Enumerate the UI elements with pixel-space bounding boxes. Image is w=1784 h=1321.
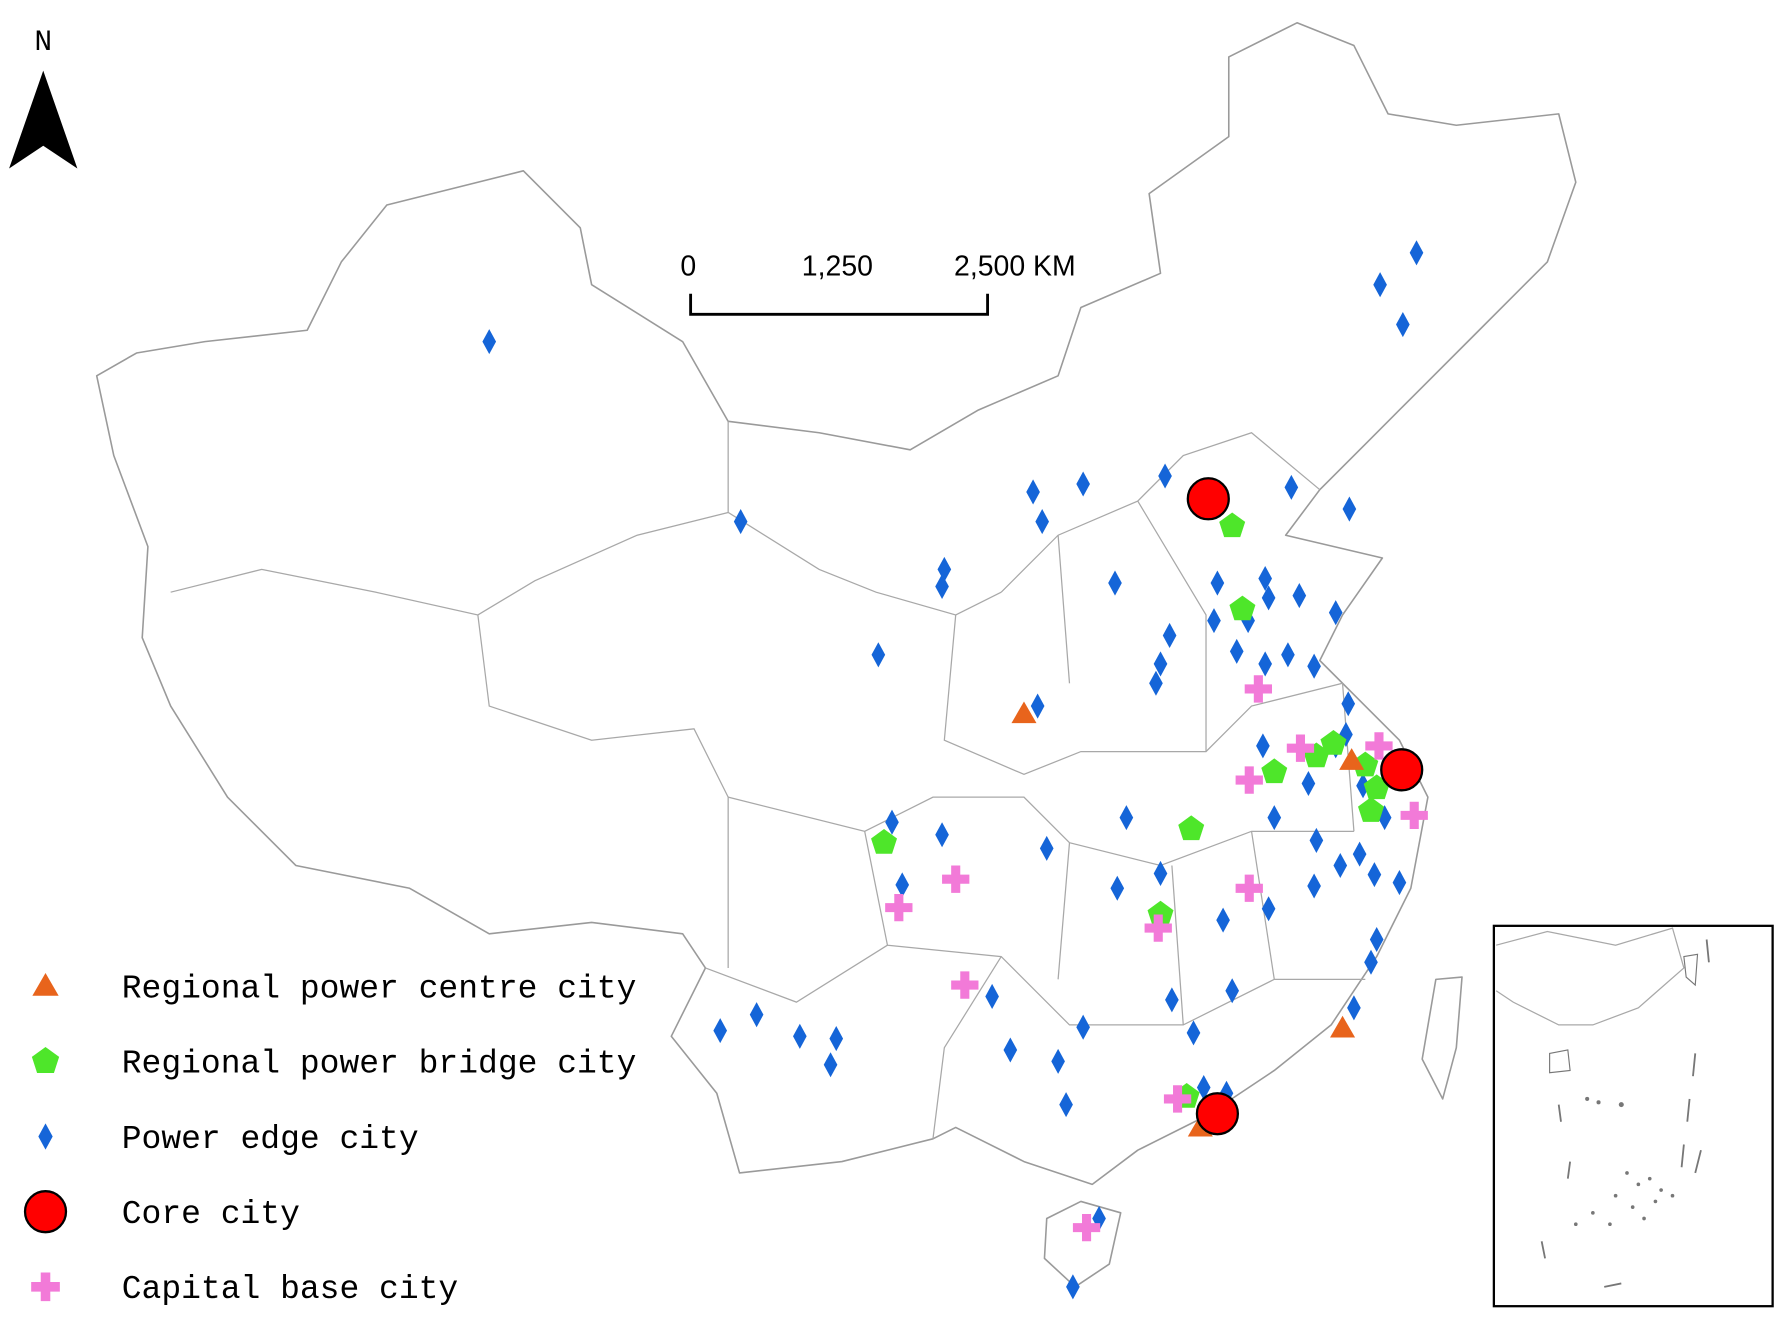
country-outline <box>95 21 1577 1288</box>
legend-symbol <box>38 1123 53 1150</box>
city-marker <box>1158 463 1172 489</box>
city-marker <box>951 971 979 999</box>
city-marker <box>1195 1092 1240 1136</box>
city-marker <box>1333 852 1348 879</box>
scale-line <box>689 293 989 316</box>
city-marker <box>935 822 949 848</box>
city-marker <box>937 556 952 582</box>
legend-label: Power edge city <box>122 1121 419 1158</box>
city-marker <box>1235 766 1263 794</box>
city-marker <box>871 642 886 668</box>
city-marker <box>1011 701 1037 724</box>
city-marker <box>1301 770 1316 797</box>
city-marker <box>1076 471 1090 497</box>
legend-label: Regional power bridge city <box>122 1046 637 1083</box>
city-marker <box>1352 751 1379 777</box>
islands <box>1573 1096 1675 1227</box>
city-marker <box>1039 835 1054 861</box>
city-marker <box>1352 841 1367 867</box>
city-marker <box>1216 907 1230 933</box>
city-marker <box>1059 1092 1073 1118</box>
city-marker <box>1339 748 1365 770</box>
city-marker <box>1186 477 1230 521</box>
legend-label: Capital base city <box>122 1271 459 1308</box>
city-marker <box>1219 512 1246 538</box>
legend-symbol <box>31 1047 60 1073</box>
city-marker <box>1144 914 1172 942</box>
city-marker <box>885 893 913 922</box>
city-marker <box>1235 874 1263 902</box>
inset-frame <box>1492 924 1774 1308</box>
legend-symbol <box>23 1190 68 1234</box>
city-marker <box>935 573 949 600</box>
city-marker <box>1110 875 1125 901</box>
scale-label: 0 <box>680 251 696 283</box>
city-marker <box>1149 670 1163 696</box>
city-marker <box>1369 926 1384 953</box>
city-marker <box>1347 995 1361 1021</box>
legend-symbol <box>32 973 59 996</box>
city-marker <box>733 509 748 535</box>
scale-bar: 0 1,250 2,500 KM <box>680 251 1076 316</box>
city-marker <box>1400 801 1428 830</box>
city-marker <box>1365 732 1393 760</box>
city-marker <box>793 1023 807 1049</box>
city-marker <box>985 983 999 1009</box>
city-marker <box>1392 870 1407 896</box>
city-marker <box>1258 651 1273 677</box>
city-marker <box>1072 1213 1101 1242</box>
city-marker <box>1328 600 1343 626</box>
city-marker <box>1153 651 1168 677</box>
city-marker <box>895 872 910 898</box>
inset-map <box>1492 924 1774 1308</box>
city-marker <box>1309 827 1324 853</box>
city-marker <box>871 829 898 854</box>
scale-label: 1,250 <box>802 251 873 283</box>
north-label: N <box>34 25 52 59</box>
city-marker <box>1330 1015 1356 1038</box>
city-marker <box>1030 693 1045 719</box>
city-marker <box>1286 734 1315 762</box>
city-marker <box>1380 748 1424 792</box>
city-marker <box>1292 583 1307 609</box>
legend-label: Regional power centre city <box>122 971 637 1008</box>
city-marker <box>1244 675 1273 703</box>
city-marker <box>1342 496 1357 522</box>
legend: Regional power centre city Regional powe… <box>23 971 637 1308</box>
city-marker <box>1261 758 1288 784</box>
scale-label: 2,500 KM <box>954 251 1076 283</box>
north-arrow-shape <box>9 70 78 169</box>
city-marker <box>1026 479 1040 505</box>
city-marker <box>749 1002 764 1028</box>
city-marker <box>1225 978 1240 1004</box>
legend-symbol <box>31 1272 60 1302</box>
city-marker <box>942 865 970 893</box>
north-arrow: N <box>9 25 78 169</box>
city-marker <box>1003 1037 1018 1063</box>
city-marker <box>1258 565 1273 592</box>
city-marker <box>713 1018 728 1044</box>
city-marker <box>1207 608 1221 634</box>
city-marker <box>1229 595 1256 621</box>
city-marker <box>829 1026 844 1052</box>
city-marker <box>1358 797 1384 822</box>
city-marker <box>1035 509 1050 535</box>
city-marker <box>1267 805 1282 831</box>
city-marker <box>1162 622 1177 648</box>
city-marker <box>1051 1048 1065 1074</box>
city-marker <box>1153 860 1168 886</box>
city-marker <box>823 1052 838 1078</box>
city-marker <box>1163 1085 1192 1113</box>
city-marker <box>1281 642 1295 668</box>
city-marker <box>885 809 899 835</box>
city-marker <box>482 329 497 355</box>
city-marker <box>1119 805 1134 831</box>
city-marker <box>1320 729 1347 755</box>
city-marker <box>1165 987 1179 1013</box>
city-marker <box>1178 815 1205 841</box>
legend-label: Core city <box>122 1196 300 1233</box>
